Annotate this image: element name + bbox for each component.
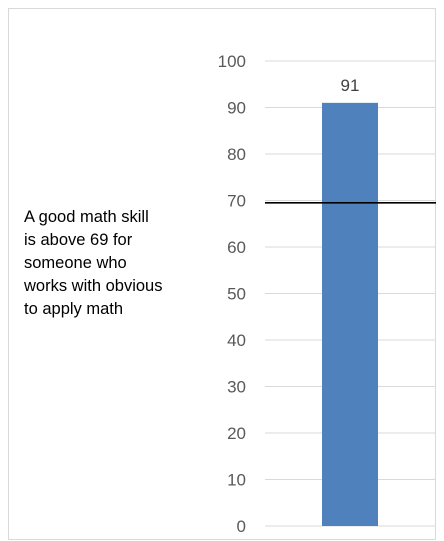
y-tick-label: 40 [227, 331, 246, 350]
y-tick-label: 10 [227, 471, 246, 490]
y-tick-label: 70 [227, 192, 246, 211]
y-tick-label: 0 [237, 517, 246, 536]
y-tick-label: 100 [218, 52, 246, 71]
data-labels: 91 [341, 76, 360, 95]
y-tick-label: 80 [227, 145, 246, 164]
y-tick-label: 30 [227, 378, 246, 397]
annotation-line: to apply math [24, 300, 124, 318]
data-label: 91 [341, 76, 360, 95]
y-tick-label: 50 [227, 285, 246, 304]
bar [322, 102, 378, 526]
threshold-annotation: A good math skill is above 69 for someon… [24, 206, 214, 321]
bars [322, 102, 378, 526]
annotation-line: works with obvious [24, 277, 163, 295]
annotation-line: is above 69 for [24, 231, 133, 249]
y-axis-tick-labels: 0 10 20 30 40 50 60 70 80 90 100 [218, 52, 246, 536]
annotation-line: someone who [24, 254, 127, 272]
y-tick-label: 60 [227, 238, 246, 257]
y-tick-label: 90 [227, 99, 246, 118]
y-tick-label: 20 [227, 424, 246, 443]
annotation-line: A good math skill [24, 208, 149, 226]
